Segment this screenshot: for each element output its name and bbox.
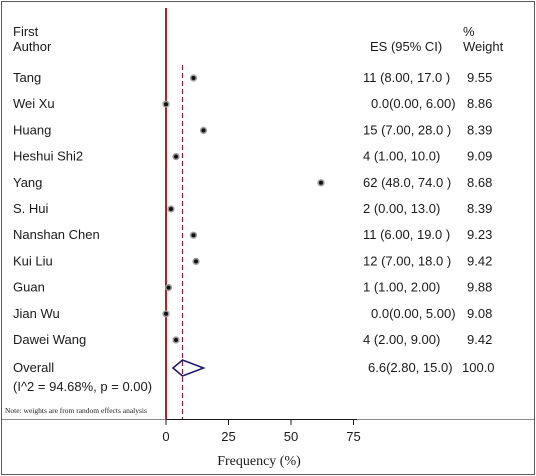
study-es-text: 1 (1.00, 2.00) bbox=[363, 280, 440, 295]
x-tick-label: 50 bbox=[284, 429, 298, 444]
study-point bbox=[191, 76, 196, 80]
study-weight: 9.08 bbox=[467, 306, 492, 321]
study-weight: 9.88 bbox=[467, 280, 492, 295]
weights-note: Note: weights are from random effects an… bbox=[5, 406, 147, 415]
header-weight-line1: % bbox=[463, 24, 475, 39]
study-author: Wei Xu bbox=[13, 96, 55, 111]
study-row: Wei Xu 0.0(0.00, 6.00) 8.86 bbox=[13, 96, 492, 111]
x-tick-label: 0 bbox=[162, 429, 169, 444]
study-es-text: 0.0(0.00, 6.00) bbox=[371, 96, 456, 111]
study-weight: 8.39 bbox=[467, 122, 492, 137]
header-author-line2: Author bbox=[13, 39, 52, 54]
study-es-text: 11 (8.00, 17.0 ) bbox=[363, 70, 450, 85]
study-row: Yang 62 (48.0, 74.0 ) 8.68 bbox=[13, 175, 492, 190]
overall-label: Overall bbox=[13, 360, 54, 375]
heterogeneity-text: (I^2 = 94.68%, p = 0.00) bbox=[13, 379, 152, 394]
study-es-text: 4 (2.00, 9.00) bbox=[363, 332, 440, 347]
study-author: Nanshan Chen bbox=[13, 227, 100, 242]
study-point bbox=[201, 128, 206, 133]
study-es-text: 15 (7.00, 28.0 ) bbox=[363, 122, 451, 137]
study-es-text: 2 (0.00, 13.0) bbox=[363, 201, 440, 216]
study-es-text: 12 (7.00, 18.0 ) bbox=[363, 253, 451, 268]
x-axis-label: Frequency (%) bbox=[217, 454, 301, 469]
study-weight: 8.86 bbox=[467, 96, 492, 111]
study-weight: 8.39 bbox=[467, 201, 492, 216]
x-axis-ticks: 0 25 50 75 bbox=[162, 420, 361, 444]
study-es-text: 11 (6.00, 19.0 ) bbox=[363, 227, 450, 242]
study-row: Heshui Shi2 4 (1.00, 10.0) 9.09 bbox=[13, 149, 492, 164]
study-author: S. Hui bbox=[13, 201, 49, 216]
study-row: Nanshan Chen 11 (6.00, 19.0 ) 9.23 bbox=[13, 227, 492, 242]
study-weight: 9.42 bbox=[467, 253, 492, 268]
study-author: Kui Liu bbox=[13, 253, 53, 268]
study-point bbox=[166, 285, 171, 290]
study-weight: 9.55 bbox=[467, 70, 492, 85]
study-author: Dawei Wang bbox=[13, 332, 86, 347]
study-weight: 9.09 bbox=[467, 149, 492, 164]
study-author: Yang bbox=[13, 175, 42, 190]
study-row: Guan 1 (1.00, 2.00) 9.88 bbox=[13, 280, 492, 295]
study-es-text: 62 (48.0, 74.0 ) bbox=[363, 175, 451, 190]
study-rows: Tang 11 (8.00, 17.0 ) 9.55 Wei Xu 0.0(0.00, … bbox=[13, 70, 492, 347]
study-row: Jian Wu 0.0(0.00, 5.00) 9.08 bbox=[13, 306, 492, 321]
x-tick-label: 25 bbox=[221, 429, 235, 444]
study-author: Jian Wu bbox=[13, 306, 60, 321]
overall-weight: 100.0 bbox=[462, 360, 495, 375]
study-weight: 9.23 bbox=[467, 227, 492, 242]
overall-diamond bbox=[171, 359, 206, 377]
study-point bbox=[191, 233, 196, 238]
study-author: Heshui Shi2 bbox=[13, 149, 83, 164]
study-point bbox=[174, 338, 178, 342]
study-es-text: 4 (1.00, 10.0) bbox=[363, 149, 440, 164]
overall-es-text: 6.6(2.80, 15.0) bbox=[368, 360, 453, 375]
study-point bbox=[319, 180, 323, 185]
study-point bbox=[164, 311, 168, 316]
study-author: Guan bbox=[13, 280, 45, 295]
header-weight-line2: Weight bbox=[463, 39, 504, 54]
study-author: Tang bbox=[13, 70, 41, 85]
study-es-text: 0.0(0.00, 5.00) bbox=[371, 306, 456, 321]
study-row: Tang 11 (8.00, 17.0 ) 9.55 bbox=[13, 70, 492, 85]
study-point bbox=[174, 154, 178, 159]
header-es-label: ES (95% CI) bbox=[370, 39, 442, 54]
study-point bbox=[194, 259, 198, 264]
study-author: Huang bbox=[13, 122, 51, 137]
header-author-line1: First bbox=[13, 24, 39, 39]
study-row: Dawei Wang 4 (2.00, 9.00) 9.42 bbox=[13, 332, 492, 347]
study-point bbox=[169, 207, 173, 211]
study-row: Kui Liu 12 (7.00, 18.0 ) 9.42 bbox=[13, 253, 492, 268]
study-point bbox=[164, 102, 168, 107]
study-weight: 9.42 bbox=[467, 332, 492, 347]
study-row: S. Hui 2 (0.00, 13.0) 8.39 bbox=[13, 201, 492, 216]
x-tick-label: 75 bbox=[346, 429, 360, 444]
study-row: Huang 15 (7.00, 28.0 ) 8.39 bbox=[13, 122, 492, 137]
study-weight: 8.68 bbox=[467, 175, 492, 190]
